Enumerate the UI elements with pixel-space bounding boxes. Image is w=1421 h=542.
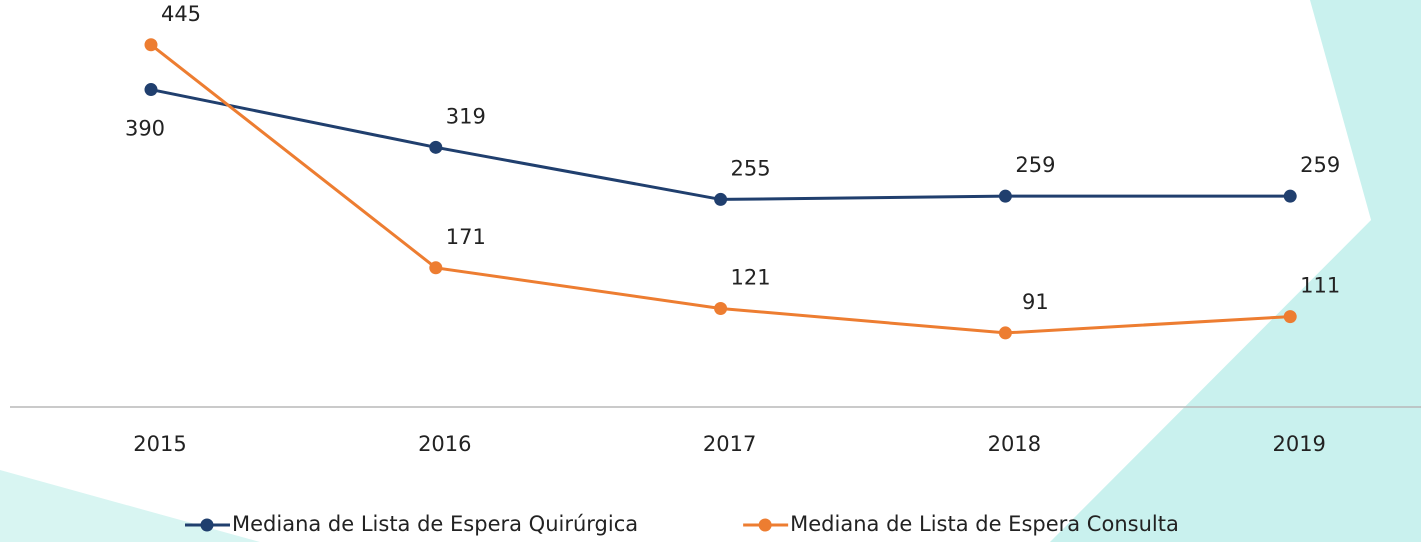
legend-marker: [758, 518, 772, 532]
data-point: [1283, 189, 1297, 203]
data-point: [144, 38, 158, 52]
background-shape: [1050, 170, 1421, 542]
data-label: 319: [446, 104, 486, 128]
data-label: 111: [1300, 274, 1340, 298]
legend-marker: [200, 518, 214, 532]
data-label: 259: [1015, 153, 1055, 177]
x-tick-label: 2019: [1272, 432, 1325, 456]
x-tick-label: 2018: [988, 432, 1041, 456]
data-label: 171: [446, 225, 486, 249]
series-line: [150, 88, 1291, 201]
data-point: [429, 261, 443, 275]
data-point: [998, 189, 1012, 203]
data-label: 445: [161, 2, 201, 26]
series-line: [150, 43, 1291, 335]
x-tick-label: 2016: [418, 432, 471, 456]
data-label: 255: [731, 156, 771, 180]
data-label: 259: [1300, 153, 1340, 177]
data-point: [714, 302, 728, 316]
legend-label: Mediana de Lista de Espera Consulta: [790, 512, 1179, 536]
legend-label: Mediana de Lista de Espera Quirúrgica: [232, 512, 638, 536]
data-point: [714, 192, 728, 206]
data-point: [144, 83, 158, 97]
x-tick-label: 2017: [703, 432, 756, 456]
data-label: 91: [1022, 290, 1049, 314]
data-point: [1283, 310, 1297, 324]
data-point: [998, 326, 1012, 340]
data-label: 390: [125, 117, 165, 141]
data-point: [429, 140, 443, 154]
data-label: 121: [731, 266, 771, 290]
background-shape: [0, 470, 260, 542]
x-tick-label: 2015: [133, 432, 186, 456]
